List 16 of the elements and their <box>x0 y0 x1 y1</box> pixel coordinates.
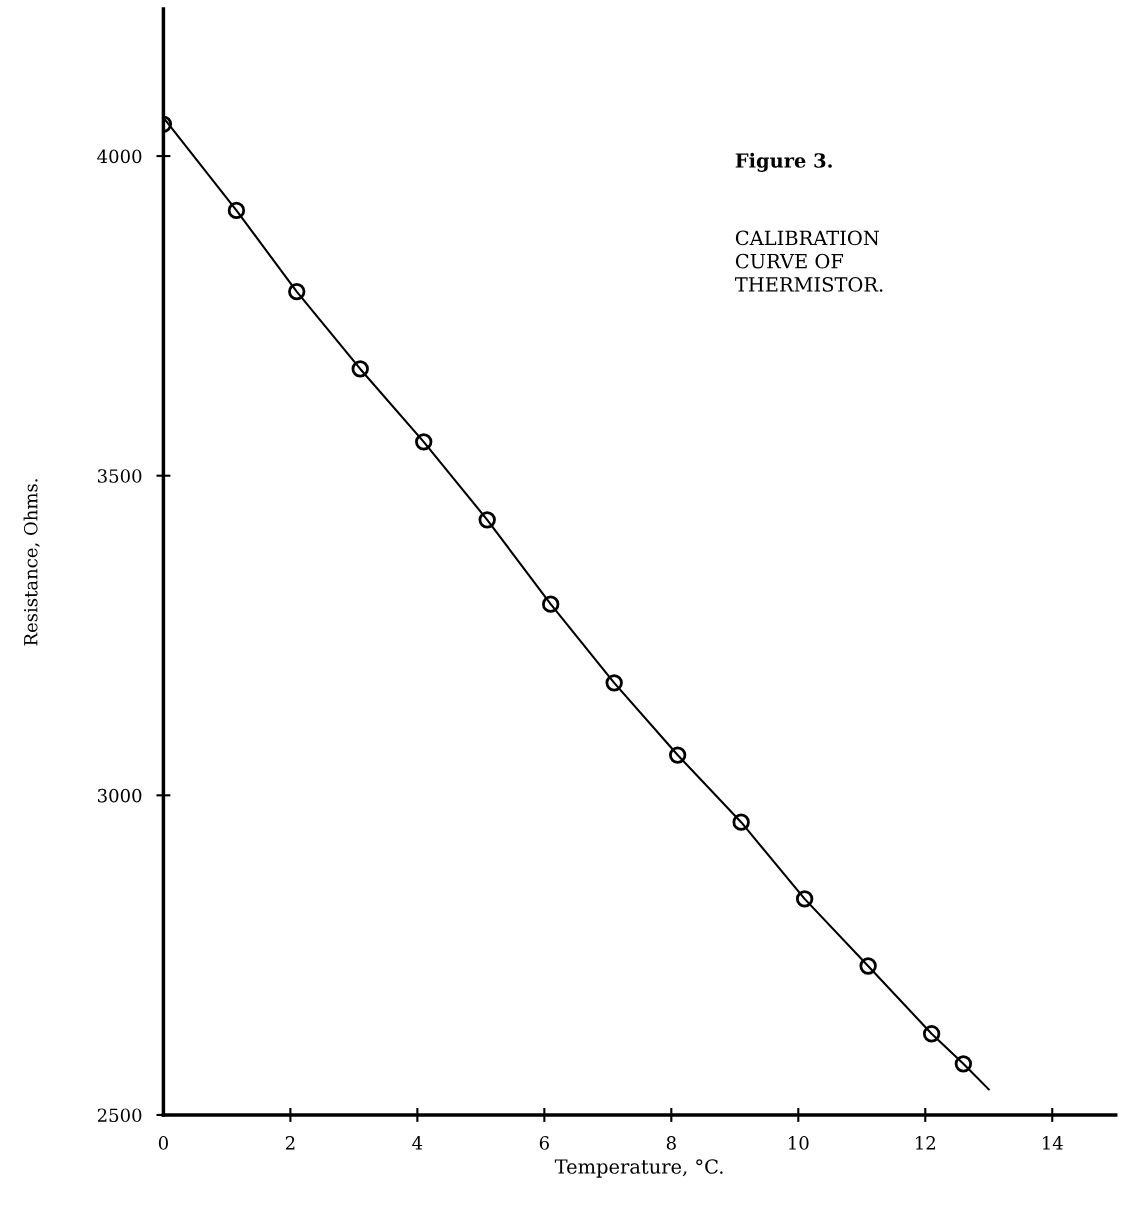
x-tick-label: 4 <box>412 1136 423 1150</box>
x-tick-label: 12 <box>915 1136 935 1150</box>
x-tick-label: 14 <box>1042 1136 1063 1150</box>
annotation: CALIBRATION CURVE OF THERMISTOR. <box>735 230 883 292</box>
annotation: Figure 3. <box>735 152 832 172</box>
x-tick-label: 8 <box>666 1136 676 1150</box>
y-tick-label: 2500 <box>97 1108 142 1123</box>
x-tick-label: 0 <box>158 1136 168 1150</box>
y-tick-label: 3000 <box>98 788 142 803</box>
y-tick-label: 3500 <box>98 469 142 483</box>
y-axis-title: Resistance, Ohms. <box>23 479 40 646</box>
x-axis-title: Temperature, °C. <box>554 1159 723 1178</box>
x-tick-label: 10 <box>789 1136 809 1150</box>
x-tick-label: 2 <box>285 1136 295 1150</box>
y-tick-label: 4000 <box>97 149 142 164</box>
x-tick-label: 6 <box>539 1136 549 1150</box>
